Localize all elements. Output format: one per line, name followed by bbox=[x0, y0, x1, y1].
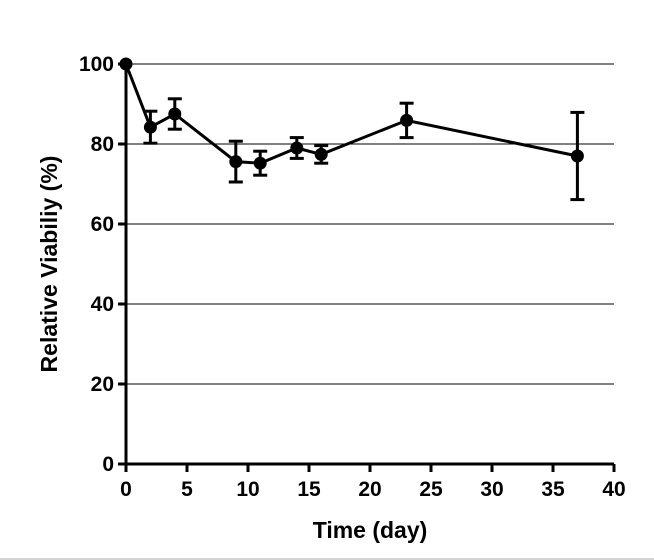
x-tick-label: 20 bbox=[358, 478, 381, 501]
data-point bbox=[400, 113, 414, 127]
y-tick-label: 100 bbox=[79, 53, 114, 76]
x-tick-label: 15 bbox=[297, 478, 321, 501]
data-series bbox=[119, 57, 585, 202]
x-axis-title: Time (day) bbox=[313, 517, 428, 543]
gridlines bbox=[126, 63, 614, 385]
x-tick-label: 25 bbox=[419, 478, 443, 501]
x-tick-labels: 0 5 10 15 20 25 30 35 40 bbox=[120, 478, 626, 501]
data-point bbox=[290, 141, 304, 155]
axes bbox=[118, 62, 616, 472]
data-point bbox=[119, 57, 133, 71]
y-tick-label: 0 bbox=[102, 453, 114, 476]
x-tick-label: 0 bbox=[120, 478, 132, 501]
y-tick-label: 40 bbox=[91, 293, 114, 316]
x-tick-label: 35 bbox=[541, 478, 565, 501]
data-point bbox=[314, 147, 328, 161]
data-point bbox=[229, 155, 243, 169]
y-tick-label: 60 bbox=[91, 213, 114, 236]
x-tick-label: 5 bbox=[181, 478, 193, 501]
bottom-divider bbox=[0, 558, 654, 560]
data-point bbox=[570, 149, 584, 163]
x-tick-label: 10 bbox=[236, 478, 259, 501]
y-tick-labels: 0 20 40 60 80 100 bbox=[79, 53, 114, 476]
data-point bbox=[168, 107, 182, 121]
series-line bbox=[124, 63, 578, 165]
data-point bbox=[253, 156, 267, 170]
x-tick-label: 40 bbox=[602, 478, 625, 501]
y-axis-title: Relative Viabiliy (%) bbox=[36, 156, 62, 373]
y-tick-label: 80 bbox=[91, 133, 114, 156]
data-point bbox=[143, 120, 157, 134]
y-tick-label: 20 bbox=[91, 373, 114, 396]
x-tick-label: 30 bbox=[480, 478, 503, 501]
